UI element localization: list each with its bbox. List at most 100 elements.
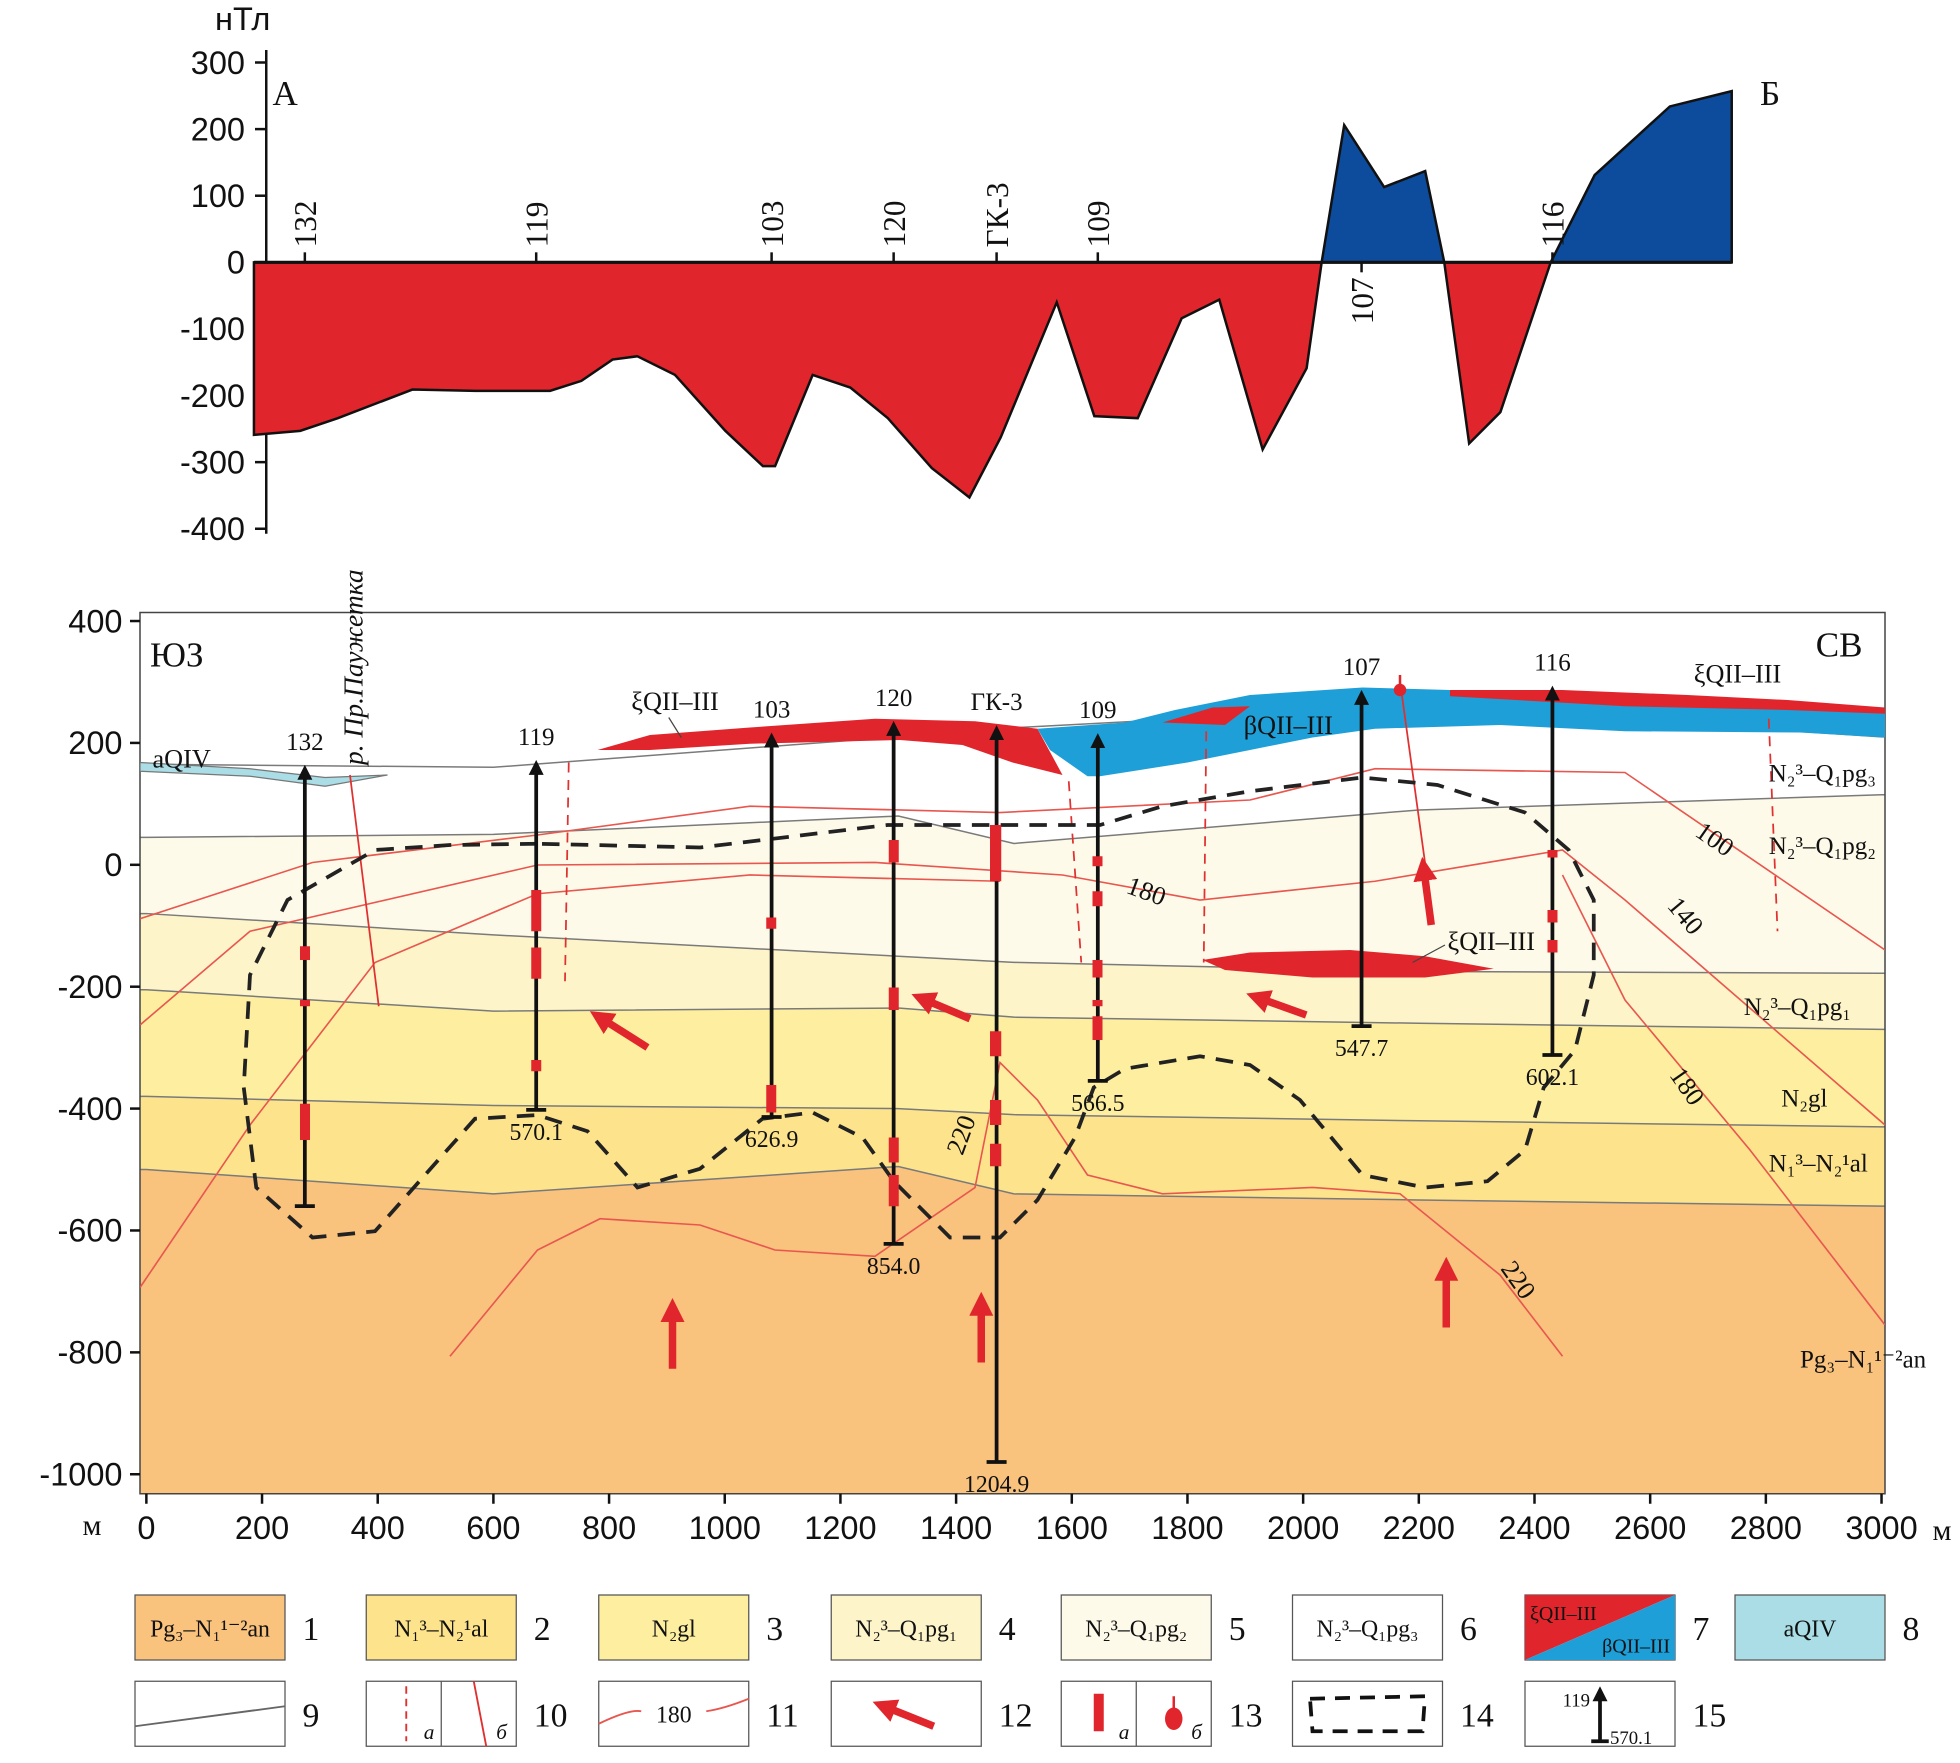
annotation: ξQII–III [631,687,719,716]
annotation: ξQII–III [1694,660,1782,689]
y-tick-label: 200 [191,111,245,147]
well-label: 109 [1081,200,1116,247]
x-tick-label: 1200 [804,1510,876,1546]
ore-zone-contour [241,775,1596,1240]
legend-label: N₂gl [652,1616,696,1642]
legend-label: ξQII–III [1530,1603,1597,1625]
alluvium-body [140,761,388,787]
x-tick-label: 2000 [1267,1510,1339,1546]
legend-label: 180 [656,1703,692,1729]
profile-start-label: А [273,74,299,113]
formation-boundary [140,1165,1885,1207]
y-tick-label: -200 [57,969,122,1005]
legend-number: 1 [303,1611,320,1648]
formation-boundary [140,1095,1885,1128]
formation-label: Pg₃–N₁¹⁻²an [1800,1347,1927,1374]
fault-inferred [564,718,1779,982]
legend-swatch [1525,1595,1675,1660]
legend-label: б [1191,1720,1203,1744]
extrusive-body [1202,950,1494,978]
y-axis-label: нТл [215,1,270,37]
formation-boundary [140,793,1885,845]
legend-number: 2 [534,1611,551,1648]
x-tick-label: 2800 [1730,1510,1802,1546]
legend-symbol [1307,1694,1428,1734]
x-tick-label: 1600 [1036,1510,1108,1546]
legend-box [134,1680,286,1747]
magnetic-chart: нТл А Б 300 200 100 0 -100 -200 -300 -400 132 119… [180,1,1780,547]
well-label: 103 [755,200,790,247]
well-depth: 602.1 [1526,1065,1579,1091]
y-tick-label: -100 [180,311,245,347]
basalt-body [1037,687,1885,777]
legend-box [1060,1594,1212,1661]
legend-number: 14 [1460,1697,1494,1734]
legend-label: а [1119,1720,1130,1744]
isotherm [449,1060,1564,1357]
anomaly-outline [252,89,1733,500]
legend-symbol [872,1699,936,1730]
well-label: 103 [753,696,791,723]
legend-label: 570.1 [1610,1728,1652,1749]
legend-number: 11 [766,1697,799,1734]
well-depth: 1204.9 [964,1472,1029,1498]
legend-symbol [598,1697,750,1725]
formation-label: N₂gl [1781,1085,1827,1112]
x-axis-label: м [83,1509,102,1542]
well-label: 107 [1343,654,1381,681]
well-label: 120 [875,685,913,712]
x-tick-label: 1400 [920,1510,992,1546]
legend-label: N₂³–Q₁pg₁ [855,1616,957,1642]
well-label: ГК-3 [980,182,1015,247]
mineralization [300,674,1558,1207]
y-tick-label: 100 [191,178,245,214]
well-label: 116 [1536,202,1571,248]
legend-box [1734,1594,1886,1661]
fluid-arrows [589,856,1459,1369]
legend-number: 12 [999,1697,1033,1734]
well-label: ГК-3 [971,689,1023,716]
x-tick-label: 2600 [1614,1510,1686,1546]
legend-box [598,1594,750,1661]
legend-box [1291,1680,1444,1747]
y-tick-label: 0 [227,245,245,281]
legend: Pg₃–N₁¹⁻²an 1 N₁³–N₂¹al 2 N₂gl 3 N₂³–Q₁pg₁ 4 N₂³… [134,1594,1919,1749]
x-tick-label: 3000 [1845,1510,1917,1546]
legend-number: 3 [766,1611,783,1648]
isotherm [140,767,1885,951]
y-tick-label: 0 [104,847,122,883]
legend-symbol [134,1705,286,1728]
x-tick-label: 800 [582,1510,636,1546]
corner-label: СВ [1816,625,1863,664]
well-label: 107 [1345,277,1380,324]
plot-frame [139,611,1886,1495]
legend-label: а [424,1720,435,1744]
annotation: р. Пр.Паужетка [338,569,369,767]
annotation: aQIV [153,745,211,774]
x-tick-label: 1000 [689,1510,761,1546]
well-label: 119 [519,202,554,248]
x-tick-label: 400 [351,1510,405,1546]
x-axis-label: м [1933,1514,1952,1547]
legend-number: 7 [1693,1611,1710,1648]
x-tick-label: 600 [466,1510,520,1546]
anomaly-negative [253,262,1551,498]
well-label: 132 [286,729,324,756]
legend-label: Pg₃–N₁¹⁻²an [150,1616,270,1642]
legend-box [1291,1594,1444,1661]
x-tick-label: 0 [137,1510,155,1546]
y-tick-label: 400 [68,603,122,639]
isotherm [1561,874,1885,1326]
y-tick-label: -400 [180,511,245,547]
legend-box [365,1594,517,1661]
legend-box [134,1594,286,1661]
legend-symbol [1093,1693,1104,1732]
legend-number: 9 [303,1697,320,1734]
legend-number: 5 [1229,1611,1246,1648]
extrusive-body [1162,706,1250,725]
x-tick-label: 1800 [1151,1510,1223,1546]
well-depth: 626.9 [745,1127,798,1153]
legend-number: 13 [1229,1697,1263,1734]
extrusive-body [597,718,1063,775]
